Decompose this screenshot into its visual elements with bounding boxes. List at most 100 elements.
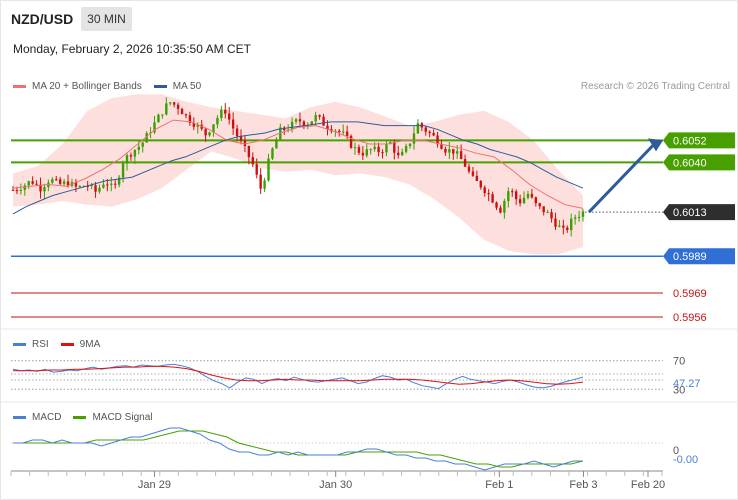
ma50-swatch (153, 85, 167, 88)
bearish-candle (479, 180, 482, 188)
bearish-candle (302, 121, 306, 126)
projection-arrowhead (648, 138, 663, 152)
bearish-candle (463, 159, 467, 167)
bearish-candle (534, 197, 538, 204)
bearish-candle (74, 182, 78, 187)
macd-signal-swatch (73, 416, 87, 419)
bullish-candle (522, 197, 526, 204)
bearish-candle (361, 152, 365, 156)
bearish-candle (66, 181, 70, 186)
rsi-ma-legend-label: 9MA (79, 339, 101, 350)
bearish-candle (318, 115, 321, 117)
bearish-candle (326, 125, 329, 130)
level-label: 0.6040 (673, 157, 707, 169)
bullish-candle (133, 149, 137, 157)
bullish-candle (408, 143, 412, 147)
bearish-candle (298, 119, 302, 122)
bullish-candle (271, 148, 274, 159)
rsi-current-value: 47.27 (673, 378, 701, 390)
bullish-candle (208, 132, 211, 136)
bullish-candle (212, 124, 215, 133)
bearish-candle (15, 190, 19, 192)
x-tick-label: Feb 1 (485, 479, 513, 491)
ma20-legend-label: MA 20 + Bollinger Bands (32, 81, 142, 92)
bullish-candle (310, 121, 313, 126)
macd-swatch (13, 416, 26, 419)
bullish-candle (27, 181, 30, 186)
bullish-candle (573, 217, 577, 219)
bearish-candle (55, 179, 58, 181)
bearish-candle (184, 114, 188, 116)
bullish-candle (503, 200, 506, 213)
bearish-candle (192, 122, 196, 127)
bollinger-band (13, 94, 583, 255)
macd-line (13, 427, 583, 471)
bearish-candle (11, 190, 15, 191)
bearish-candle (381, 152, 384, 154)
bullish-candle (404, 146, 408, 152)
bearish-candle (550, 212, 553, 219)
rsi-legend: RSI 9MA (13, 339, 112, 350)
bullish-candle (412, 133, 416, 144)
ma20-line (12, 119, 584, 209)
bearish-candle (428, 131, 431, 133)
current-level-tag (663, 204, 735, 221)
bullish-candle (570, 218, 573, 231)
level-label: 0.6013 (673, 207, 707, 219)
bullish-candle (581, 211, 585, 217)
bullish-candle (43, 187, 46, 192)
bullish-candle (263, 180, 266, 189)
bullish-candle (275, 139, 278, 149)
bearish-candle (487, 193, 490, 195)
bearish-candle (530, 193, 534, 198)
bearish-candle (322, 116, 325, 126)
bearish-candle (39, 184, 42, 192)
rsi-line (12, 363, 584, 390)
bearish-candle (35, 183, 38, 185)
symbol-label: NZD/USD (11, 11, 74, 27)
x-tick-label: Feb 20 (631, 479, 665, 491)
bearish-candle (562, 225, 565, 228)
support1-level-tag (663, 248, 735, 265)
bullish-candle (161, 114, 164, 116)
bearish-candle (483, 187, 486, 194)
bullish-candle (62, 181, 66, 184)
bearish-candle (499, 207, 502, 213)
bearish-candle (432, 132, 435, 136)
bearish-candle (114, 183, 117, 185)
bullish-candle (220, 109, 223, 118)
bullish-candle (165, 103, 168, 115)
macd-legend: MACD MACD Signal (13, 412, 164, 423)
bullish-candle (353, 147, 357, 149)
bearish-candle (554, 218, 557, 227)
bearish-candle (349, 135, 353, 148)
macd-signal-legend-label: MACD Signal (92, 412, 153, 423)
bearish-candle (176, 104, 180, 109)
bullish-candle (23, 185, 26, 190)
bullish-candle (51, 179, 54, 183)
level-label: 0.5969 (673, 288, 707, 300)
bearish-candle (180, 108, 184, 115)
bearish-candle (471, 171, 475, 176)
bearish-candle (228, 113, 231, 120)
timeframe-button[interactable]: 30 MIN (81, 7, 132, 31)
level-label: 0.5956 (673, 312, 707, 324)
bearish-candle (444, 148, 447, 153)
bullish-candle (546, 212, 549, 214)
bearish-candle (542, 206, 545, 213)
bullish-candle (365, 149, 368, 156)
bearish-candle (345, 131, 349, 136)
x-tick-label: Feb 3 (569, 479, 597, 491)
rsi-ma-line (13, 365, 584, 385)
bearish-candle (31, 181, 34, 184)
x-tick-label: Jan 30 (319, 479, 352, 491)
bearish-candle (467, 166, 471, 172)
rsi-swatch (13, 343, 26, 346)
bullish-candle (267, 158, 270, 181)
rsi-ma-swatch (60, 343, 74, 346)
bearish-candle (491, 194, 494, 203)
credit-label: Research © 2026 Trading Central (580, 81, 730, 92)
bullish-candle (526, 193, 530, 198)
resistance-level-tag (663, 132, 735, 149)
